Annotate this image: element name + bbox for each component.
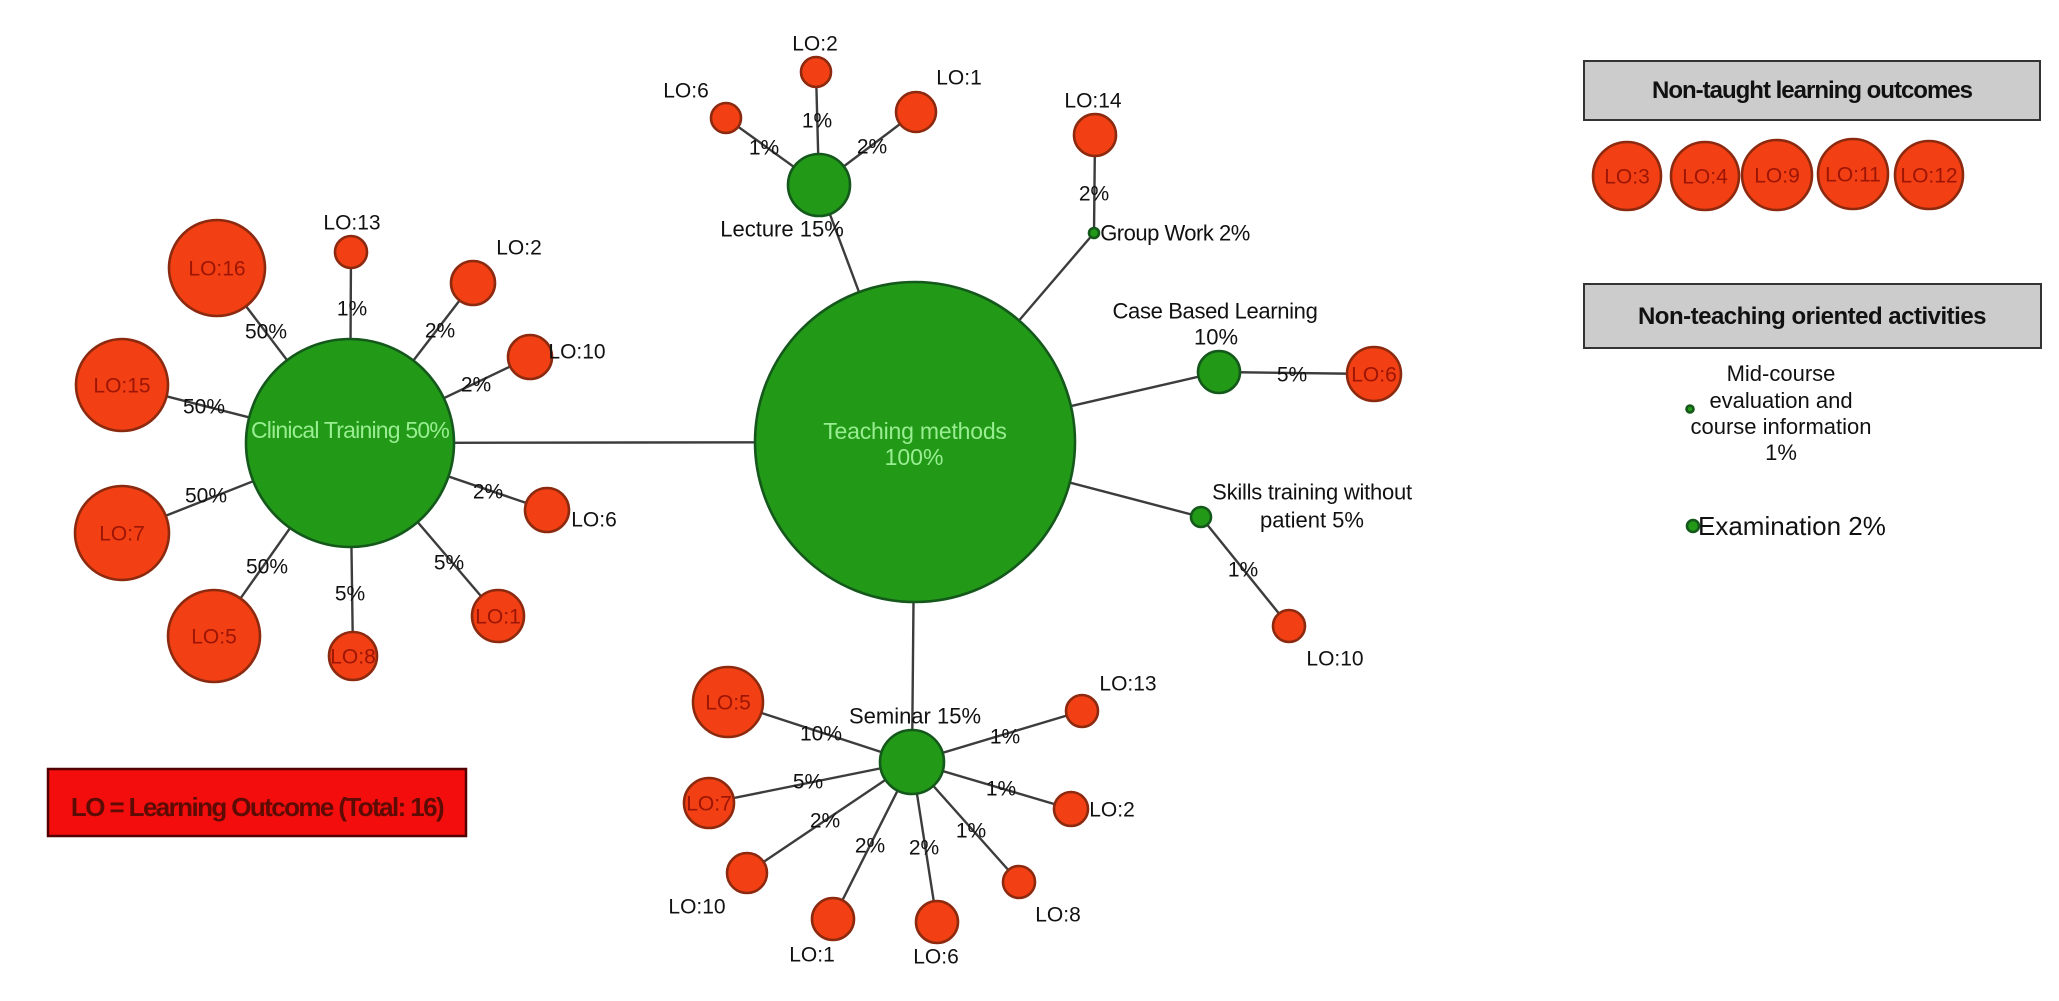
svg-text:5%: 5% (1277, 364, 1307, 387)
svg-text:LO:8: LO:8 (330, 646, 376, 669)
svg-text:LO:15: LO:15 (93, 375, 150, 398)
svg-text:2%: 2% (909, 837, 939, 860)
svg-text:Teaching methods: Teaching methods (823, 418, 1006, 444)
svg-text:5%: 5% (793, 771, 823, 794)
svg-text:LO:6: LO:6 (571, 509, 617, 532)
svg-text:2%: 2% (473, 481, 503, 504)
svg-text:Group Work 2%: Group Work 2% (1100, 221, 1250, 246)
svg-text:Clinical Training 50%: Clinical Training 50% (251, 417, 449, 443)
svg-text:LO:2: LO:2 (1089, 799, 1135, 822)
svg-text:LO:1: LO:1 (936, 67, 982, 90)
svg-text:LO:2: LO:2 (496, 237, 542, 260)
svg-text:1%: 1% (990, 726, 1020, 749)
svg-text:Skills training without: Skills training without (1212, 480, 1412, 505)
svg-text:1%: 1% (1228, 559, 1258, 582)
svg-text:10%: 10% (800, 723, 842, 746)
svg-text:2%: 2% (461, 374, 491, 397)
svg-text:evaluation and: evaluation and (1709, 388, 1852, 413)
svg-text:LO:9: LO:9 (1754, 165, 1800, 188)
svg-text:LO:4: LO:4 (1682, 166, 1728, 189)
svg-text:LO:5: LO:5 (705, 692, 751, 715)
svg-text:LO:13: LO:13 (1099, 673, 1156, 696)
svg-text:1%: 1% (956, 820, 986, 843)
svg-text:Non-teaching oriented activiti: Non-teaching oriented activities (1638, 303, 1986, 330)
svg-text:Seminar 15%: Seminar 15% (849, 704, 981, 729)
svg-text:LO:7: LO:7 (99, 523, 145, 546)
svg-text:2%: 2% (425, 320, 455, 343)
svg-text:LO = Learning Outcome (Total:: LO = Learning Outcome (Total: 16) (71, 792, 444, 822)
svg-text:2%: 2% (857, 136, 887, 159)
svg-text:LO:11: LO:11 (1825, 164, 1881, 187)
svg-text:10%: 10% (1194, 325, 1238, 350)
svg-text:100%: 100% (885, 444, 944, 470)
svg-text:LO:10: LO:10 (668, 896, 725, 919)
svg-text:Non-taught learning outcomes: Non-taught learning outcomes (1652, 77, 1973, 104)
svg-text:1%: 1% (337, 298, 367, 321)
svg-text:2%: 2% (1079, 183, 1109, 206)
svg-text:50%: 50% (185, 485, 227, 508)
svg-text:LO:1: LO:1 (789, 944, 835, 967)
svg-text:50%: 50% (183, 396, 225, 419)
svg-text:LO:1: LO:1 (475, 606, 521, 629)
svg-text:LO:3: LO:3 (1604, 166, 1650, 189)
svg-text:LO:12: LO:12 (1900, 165, 1957, 188)
svg-text:LO:6: LO:6 (913, 946, 959, 969)
svg-text:course information: course information (1691, 414, 1872, 439)
svg-text:1%: 1% (986, 778, 1016, 801)
svg-text:LO:16: LO:16 (188, 258, 245, 281)
svg-text:50%: 50% (246, 556, 288, 579)
svg-text:LO:13: LO:13 (323, 212, 380, 235)
svg-text:Case Based Learning: Case Based Learning (1113, 299, 1318, 324)
svg-text:1%: 1% (749, 137, 779, 160)
svg-text:1%: 1% (1765, 440, 1797, 465)
svg-text:Mid-course: Mid-course (1727, 361, 1836, 386)
svg-text:LO:6: LO:6 (663, 80, 709, 103)
svg-text:Lecture 15%: Lecture 15% (720, 217, 844, 242)
svg-text:LO:8: LO:8 (1035, 904, 1081, 927)
svg-text:LO:2: LO:2 (792, 33, 838, 56)
svg-text:1%: 1% (802, 110, 832, 133)
svg-text:patient 5%: patient 5% (1260, 508, 1364, 533)
svg-text:5%: 5% (434, 552, 464, 575)
svg-text:5%: 5% (335, 583, 365, 606)
svg-text:2%: 2% (810, 810, 840, 833)
svg-text:2%: 2% (855, 835, 885, 858)
svg-text:LO:10: LO:10 (548, 341, 605, 364)
svg-text:LO:10: LO:10 (1306, 648, 1363, 671)
svg-text:LO:14: LO:14 (1064, 90, 1122, 113)
svg-text:LO:7: LO:7 (686, 793, 732, 816)
svg-text:50%: 50% (245, 321, 287, 344)
svg-text:LO:5: LO:5 (191, 626, 237, 649)
svg-text:LO:6: LO:6 (1351, 364, 1397, 387)
svg-text:Examination 2%: Examination 2% (1698, 511, 1886, 541)
